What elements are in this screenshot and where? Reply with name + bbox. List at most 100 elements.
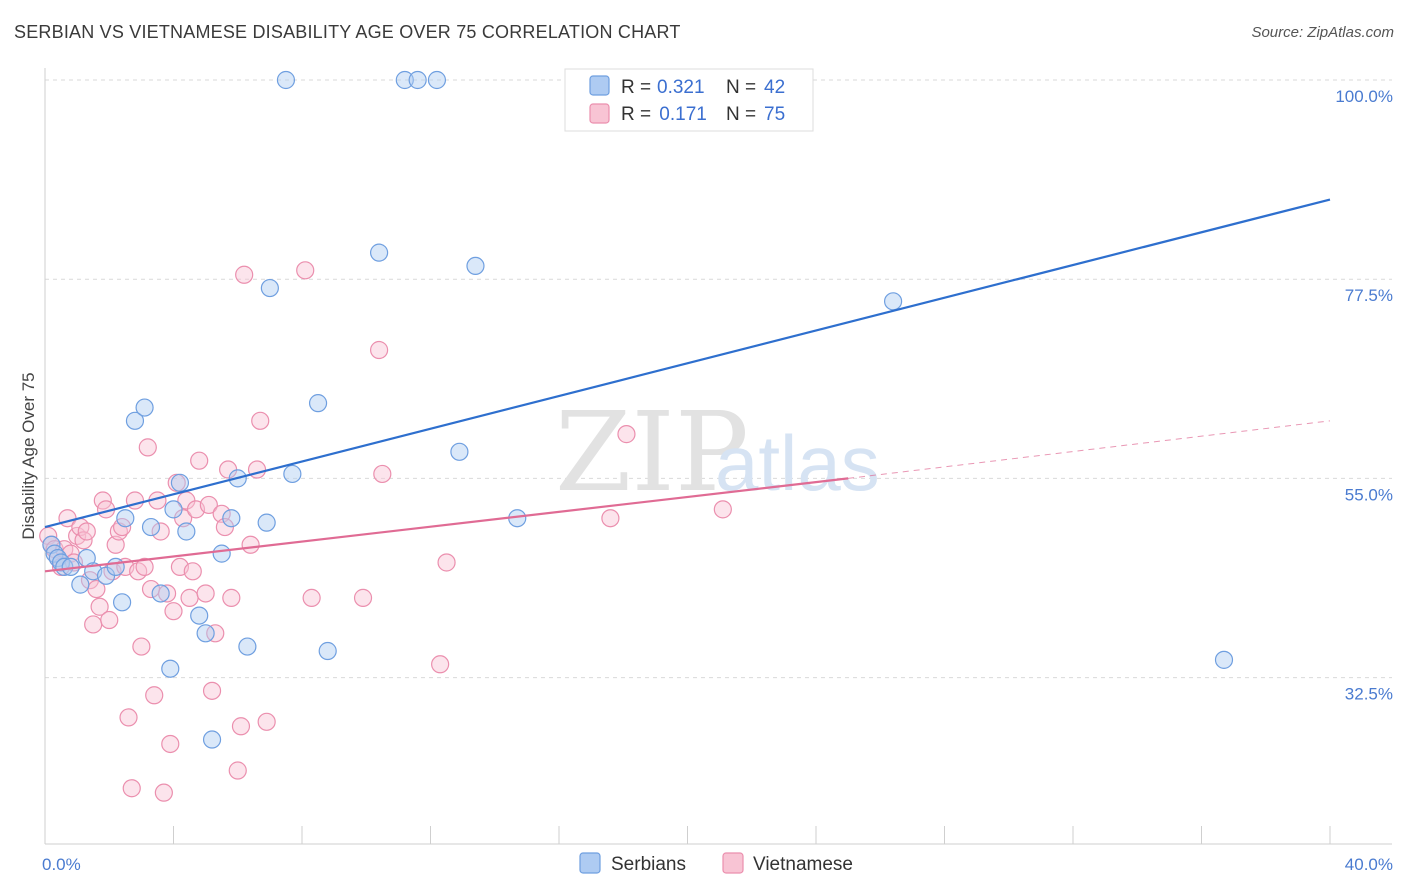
- y-tick-label-2: 55.0%: [1345, 485, 1393, 504]
- serbians-point-16: [151, 584, 170, 603]
- vietnamese-point-57: [231, 717, 251, 736]
- vietnamese-point-61: [251, 411, 270, 430]
- serbians-point-41: [883, 292, 903, 311]
- vietnamese-point-25: [119, 708, 138, 727]
- serbians-point-17: [161, 659, 180, 678]
- vietnamese-point-50: [202, 681, 222, 700]
- legend-n-value-serbians: 42: [764, 77, 785, 98]
- chart-title: SERBIAN VS VIETNAMESE DISABILITY AGE OVE…: [14, 22, 681, 42]
- serbians-point-25: [222, 509, 241, 528]
- grid-lines: [45, 79, 1392, 679]
- vietnamese-point-14: [84, 615, 103, 634]
- serbians-point-35: [395, 70, 414, 90]
- serbians-point-31: [283, 464, 302, 484]
- vietnamese-point-51: [206, 624, 225, 643]
- serbians-point-12: [116, 509, 135, 528]
- serbians-point-37: [427, 70, 447, 90]
- vietnamese-point-65: [353, 588, 373, 607]
- vietnamese-point-38: [161, 734, 180, 754]
- legend-r-value-serbians: 0.321: [657, 77, 705, 98]
- vietnamese-point-26: [122, 779, 141, 798]
- serbians-point-18: [164, 500, 183, 519]
- y-axis-label: Disability Age Over 75: [19, 372, 38, 539]
- serbians-point-29: [260, 278, 279, 298]
- vietnamese-point-19: [100, 610, 119, 630]
- legend-r-label-serbians: R =: [621, 77, 651, 98]
- serbians-point-13: [125, 411, 145, 430]
- legend-n-value-vietnamese: 75: [764, 104, 785, 125]
- vietnamese-point-44: [180, 588, 199, 607]
- vietnamese-point-31: [138, 438, 157, 457]
- vietnamese-point-45: [183, 562, 202, 581]
- legend-swatch-serbians: [589, 75, 610, 96]
- serbians-point-22: [196, 624, 215, 643]
- y-tick-label-1: 77.5%: [1345, 286, 1393, 305]
- vietnamese-point-56: [228, 761, 247, 780]
- vietnamese-point-36: [154, 783, 173, 802]
- vietnamese-trend-line: [44, 477, 849, 573]
- vietnamese-points: [39, 261, 732, 802]
- vietnamese-point-59: [241, 535, 260, 554]
- bottom-legend-swatch-vietnamese: [722, 852, 744, 874]
- vietnamese-point-48: [196, 584, 215, 603]
- vietnamese-point-72: [713, 500, 732, 519]
- vietnamese-point-16: [90, 597, 109, 616]
- bottom-legend-label-vietnamese: Vietnamese: [753, 854, 853, 875]
- vietnamese-point-69: [437, 553, 456, 572]
- vietnamese-point-29: [132, 637, 151, 656]
- bottom-legend-label-serbians: Serbians: [611, 854, 686, 875]
- watermark: ZIP atlas: [555, 388, 880, 516]
- legend-n-label-serbians: N =: [726, 77, 756, 98]
- serbians-point-36: [408, 70, 427, 90]
- vietnamese-point-30: [135, 557, 154, 577]
- x-tick-labels: 0.0% 40.0%: [42, 855, 1393, 874]
- trend-lines: [44, 198, 1331, 573]
- axes: [44, 68, 1392, 845]
- serbians-trend-line: [44, 198, 1331, 529]
- serbians-point-32: [308, 394, 328, 413]
- vietnamese-point-71: [617, 425, 636, 444]
- vietnamese-point-39: [164, 602, 183, 621]
- vietnamese-point-64: [302, 588, 321, 607]
- bottom-legend-swatch-serbians: [579, 852, 601, 874]
- vietnamese-point-49: [199, 495, 218, 515]
- serbians-point-30: [276, 70, 296, 90]
- serbians-point-34: [370, 243, 389, 262]
- x-tick-label-1: 40.0%: [1345, 855, 1393, 874]
- vietnamese-point-33: [145, 686, 164, 705]
- serbians-point-39: [466, 256, 485, 276]
- vietnamese-point-35: [151, 522, 170, 541]
- vietnamese-point-55: [222, 588, 241, 607]
- serbians-point-19: [170, 473, 190, 492]
- x-tick-label-0: 0.0%: [42, 855, 81, 874]
- vietnamese-point-47: [190, 451, 209, 470]
- vietnamese-point-63: [296, 261, 315, 280]
- vietnamese-point-66: [370, 340, 389, 360]
- legend-swatch-vietnamese: [589, 103, 610, 124]
- serbians-point-14: [135, 398, 154, 417]
- serbians-point-11: [112, 593, 132, 612]
- y-tick-label-3: 32.5%: [1345, 685, 1393, 704]
- serbians-point-27: [238, 637, 257, 656]
- serbians-point-28: [257, 513, 276, 532]
- bottom-legend: Serbians Vietnamese: [579, 852, 853, 875]
- serbians-point-23: [202, 730, 222, 749]
- source-label: Source: ZipAtlas.com: [1251, 24, 1394, 41]
- serbians-point-33: [318, 641, 337, 661]
- serbians-point-4: [55, 557, 74, 577]
- legend: R = 0.321 N = 42 R = 0.171 N = 75: [564, 68, 814, 132]
- serbians-point-21: [190, 606, 209, 625]
- vietnamese-point-67: [373, 464, 392, 484]
- vietnamese-point-58: [235, 265, 254, 284]
- vietnamese-point-12: [77, 522, 96, 541]
- serbians-point-15: [141, 517, 161, 537]
- vietnamese-point-62: [257, 712, 276, 731]
- vietnamese-point-37: [157, 584, 177, 603]
- serbians-point-10: [106, 557, 125, 577]
- serbians-point-42: [1214, 650, 1234, 669]
- serbians-point-6: [71, 575, 90, 594]
- y-tick-labels: 100.0% 77.5% 55.0% 32.5%: [1335, 87, 1393, 704]
- legend-n-label-vietnamese: N =: [726, 104, 756, 125]
- watermark-part2: atlas: [715, 419, 880, 507]
